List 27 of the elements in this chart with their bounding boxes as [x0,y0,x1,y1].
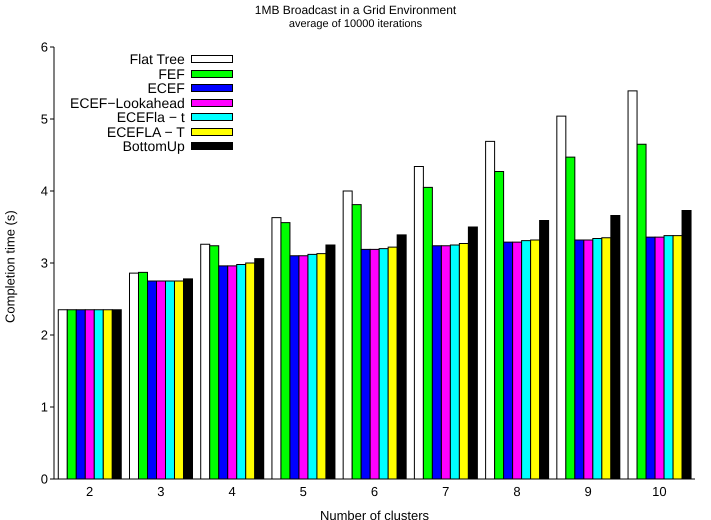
chart-subtitle: average of 10000 iterations [288,18,424,30]
legend-label: ECEF−Lookahead [70,94,185,111]
x-axis-title: Number of clusters [320,508,430,520]
x-tick-label: 9 [584,484,592,500]
y-axis-title: Completion time (s) [2,210,18,323]
y-tick-label: 4 [40,184,48,199]
y-tick-label: 1 [40,400,48,415]
legend-label: ECEFla − t [116,109,185,126]
legend-label: FEF [158,66,185,82]
legend-label: Flat Tree [130,51,185,68]
legend-label: ECEFLA − T [106,124,185,140]
x-tick-label: 6 [370,484,378,500]
x-tick-label: 2 [86,484,94,500]
y-tick-label: 5 [40,112,48,127]
y-tick-label: 0 [40,472,48,487]
x-tick-label: 5 [300,484,307,500]
x-tick-label: 8 [513,484,521,500]
y-tick-label: 2 [40,328,48,343]
legend-label: ECEF [147,80,185,96]
chart-title: 1MB Broadcast in a Grid Environment [254,3,458,17]
x-tick-label: 4 [228,484,236,500]
y-tick-label: 3 [40,256,48,271]
legend-label: BottomUp [122,138,185,154]
x-tick-label: 10 [652,484,667,500]
y-tick-label: 6 [40,40,48,55]
x-tick-label: 7 [442,484,450,500]
x-tick-label: 3 [157,484,164,500]
